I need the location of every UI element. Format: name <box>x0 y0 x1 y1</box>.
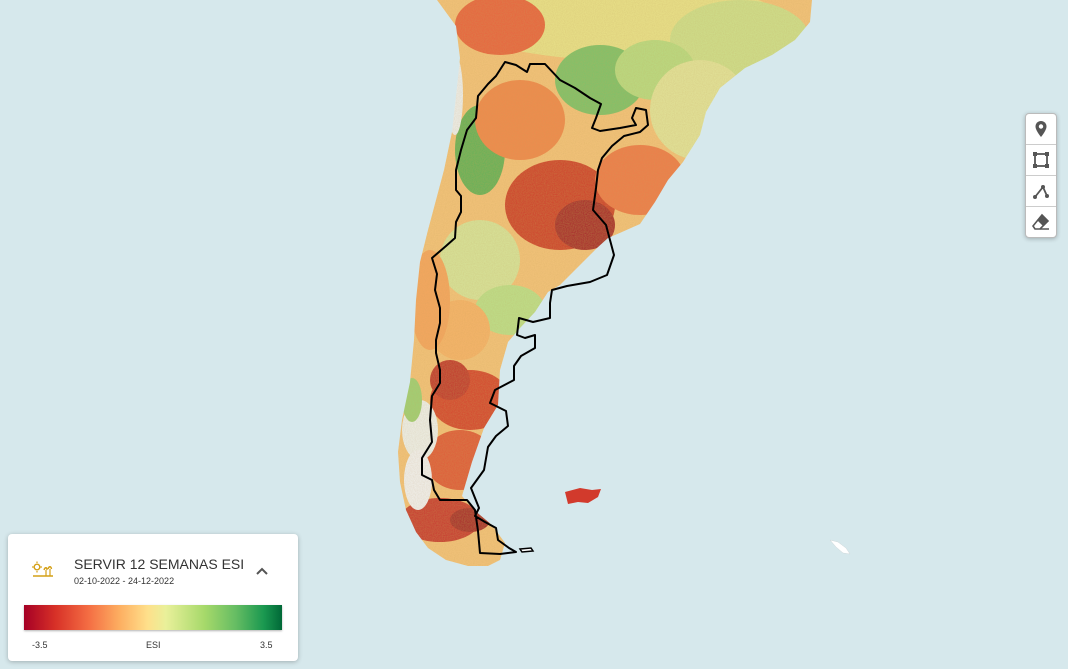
esi-raster <box>398 0 812 566</box>
draw-toolbar <box>1025 113 1057 238</box>
legend-max-label: 3.5 <box>260 640 273 650</box>
south-georgia <box>829 539 851 555</box>
legend-date-range: 02-10-2022 - 24-12-2022 <box>74 576 175 586</box>
legend-color-ramp <box>24 605 282 630</box>
rectangle-icon <box>1033 152 1049 168</box>
legend-unit-label: ESI <box>146 640 161 650</box>
eraser-icon <box>1032 213 1050 230</box>
polyline-icon <box>1033 185 1049 199</box>
legend-title: SERVIR 12 SEMANAS ESI <box>74 556 245 572</box>
falkland-islands <box>565 488 601 504</box>
eraser-tool-button[interactable] <box>1026 207 1056 237</box>
map-marker-icon <box>1035 121 1047 137</box>
legend-min-label: -3.5 <box>32 640 48 650</box>
rectangle-tool-button[interactable] <box>1026 145 1056 176</box>
marker-tool-button[interactable] <box>1026 114 1056 145</box>
legend-panel <box>8 534 298 661</box>
polyline-tool-button[interactable] <box>1026 176 1056 207</box>
chevron-up-icon[interactable] <box>252 562 272 580</box>
argentina-border <box>421 61 649 555</box>
drought-index-icon <box>32 561 53 577</box>
